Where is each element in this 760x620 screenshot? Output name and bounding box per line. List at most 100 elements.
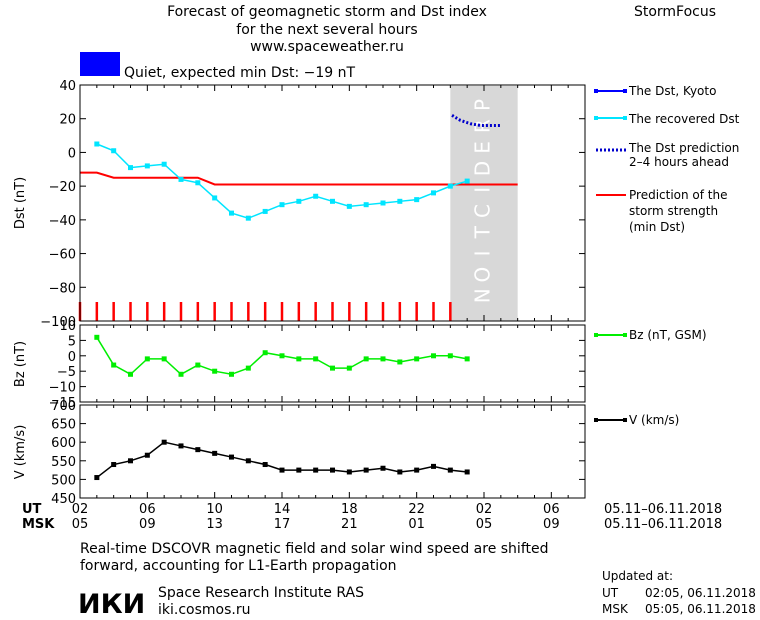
v-ytick-label: 600	[51, 436, 76, 451]
v-axis-label: V (km/s)	[13, 425, 28, 480]
dst-axis-label: Dst (nT)	[13, 177, 28, 229]
bz-point	[464, 356, 470, 362]
updated-label: Updated at:	[602, 569, 673, 583]
v-point	[195, 447, 201, 453]
dst-frame	[79, 84, 586, 322]
ut-label: UT	[22, 502, 42, 517]
v-ytick-label: 550	[51, 455, 76, 470]
ut-tick-label: 14	[274, 502, 291, 517]
recovered-dst-point	[330, 198, 335, 204]
bz-point	[431, 353, 436, 359]
dst-ytick-label: −40	[49, 214, 76, 229]
v-panel: 700 650 600 550 500 450 V (km/s)	[13, 399, 586, 507]
brand-name: StormFocus	[634, 4, 716, 20]
bz-point	[94, 334, 100, 340]
legend-min-dst-label-1: Prediction of the	[629, 188, 728, 202]
v-point	[245, 458, 251, 464]
recovered-dst-point	[397, 198, 403, 204]
recovered-dst-point	[313, 193, 319, 199]
bz-point	[447, 353, 453, 359]
legend-v-label: V (km/s)	[629, 413, 679, 427]
msk-tick-label: 05	[72, 517, 89, 532]
legend-recovered: The recovered Dst	[594, 112, 740, 126]
bz-point	[161, 356, 167, 362]
recovered-dst-point	[144, 163, 150, 169]
v-ytick-label: 500	[51, 473, 76, 488]
recovered-dst-point	[363, 202, 369, 208]
v-point	[380, 465, 386, 471]
v-point	[313, 467, 319, 473]
legend-dst-kyoto-label: The Dst, Kyoto	[628, 84, 716, 98]
ut-tick-label: 02	[476, 502, 493, 517]
recovered-dst-point	[111, 148, 117, 154]
v-point	[128, 458, 133, 464]
v-point	[447, 467, 453, 473]
recovered-dst-point	[447, 183, 453, 189]
ut-tick-label: 06	[139, 502, 156, 517]
title-line-2: for the next several hours	[236, 22, 417, 38]
bz-point	[111, 362, 117, 368]
status-swatch	[80, 52, 120, 76]
bz-point	[279, 353, 285, 359]
footer-note-2: forward, accounting for L1-Earth propaga…	[80, 558, 397, 574]
bz-ytick-label: 10	[59, 319, 76, 334]
legend-bz: Bz (nT, GSM)	[594, 328, 707, 342]
v-point	[431, 463, 436, 469]
bz-point	[296, 356, 302, 362]
ut-tick-label: 06	[543, 502, 560, 517]
msk-label: MSK	[22, 517, 55, 532]
recovered-dst-point	[380, 200, 386, 206]
v-frame	[79, 404, 586, 499]
bz-ytick-label: −5	[57, 365, 76, 380]
msk-tick-labels: 05 09 13 17 21 01 05 09	[72, 517, 560, 532]
recovered-dst-point	[262, 208, 268, 214]
msk-tick-label: 05	[476, 517, 493, 532]
ut-tick-label: 10	[206, 502, 223, 517]
bz-ytick-label: −10	[49, 381, 76, 396]
recovered-dst-point	[161, 161, 167, 167]
title-url[interactable]: www.spaceweather.ru	[250, 39, 404, 55]
prediction-letter: C	[471, 204, 495, 218]
recovered-dst-point	[464, 178, 470, 184]
updated-ut-label: UT	[602, 586, 619, 600]
v-point	[144, 452, 150, 458]
bz-point	[313, 356, 319, 362]
prediction-letter: E	[471, 141, 495, 154]
legend-prediction: The Dst prediction 2–4 hours ahead	[596, 141, 739, 169]
v-point	[161, 439, 167, 445]
prediction-letter: D	[471, 161, 495, 176]
msk-tick-label: 09	[543, 517, 560, 532]
legend-v: V (km/s)	[594, 413, 679, 427]
institute-site[interactable]: iki.cosmos.ru	[158, 602, 250, 618]
dst-ytick-label: −100	[40, 315, 76, 330]
dst-ytick-label: −80	[49, 281, 76, 296]
bz-point	[144, 356, 150, 362]
bz-point	[195, 362, 201, 368]
msk-tick-label: 01	[408, 517, 425, 532]
updated-msk-label: MSK	[602, 602, 629, 616]
legend-recovered-label: The recovered Dst	[628, 112, 740, 126]
bz-point	[178, 371, 184, 377]
recovered-dst-point	[212, 195, 218, 201]
prediction-letter: N	[471, 288, 495, 303]
recovered-dst-point	[229, 210, 234, 216]
dst-prediction-line	[451, 114, 501, 127]
v-point	[296, 467, 302, 473]
iki-logo: ИКИ	[78, 589, 145, 620]
recovered-dst-point	[431, 190, 436, 196]
prediction-zone	[450, 86, 518, 321]
dst-ytick-label: 40	[59, 79, 76, 94]
recovered-dst-point	[178, 176, 184, 182]
v-point	[178, 443, 184, 449]
recovered-dst-point	[94, 141, 100, 147]
recovered-dst-point	[414, 197, 420, 203]
recovered-dst-point	[279, 202, 285, 208]
v-ytick-label: 650	[51, 418, 76, 433]
msk-tick-label: 17	[274, 517, 291, 532]
bz-point	[245, 365, 251, 371]
bz-axis-label: Bz (nT)	[13, 341, 28, 387]
